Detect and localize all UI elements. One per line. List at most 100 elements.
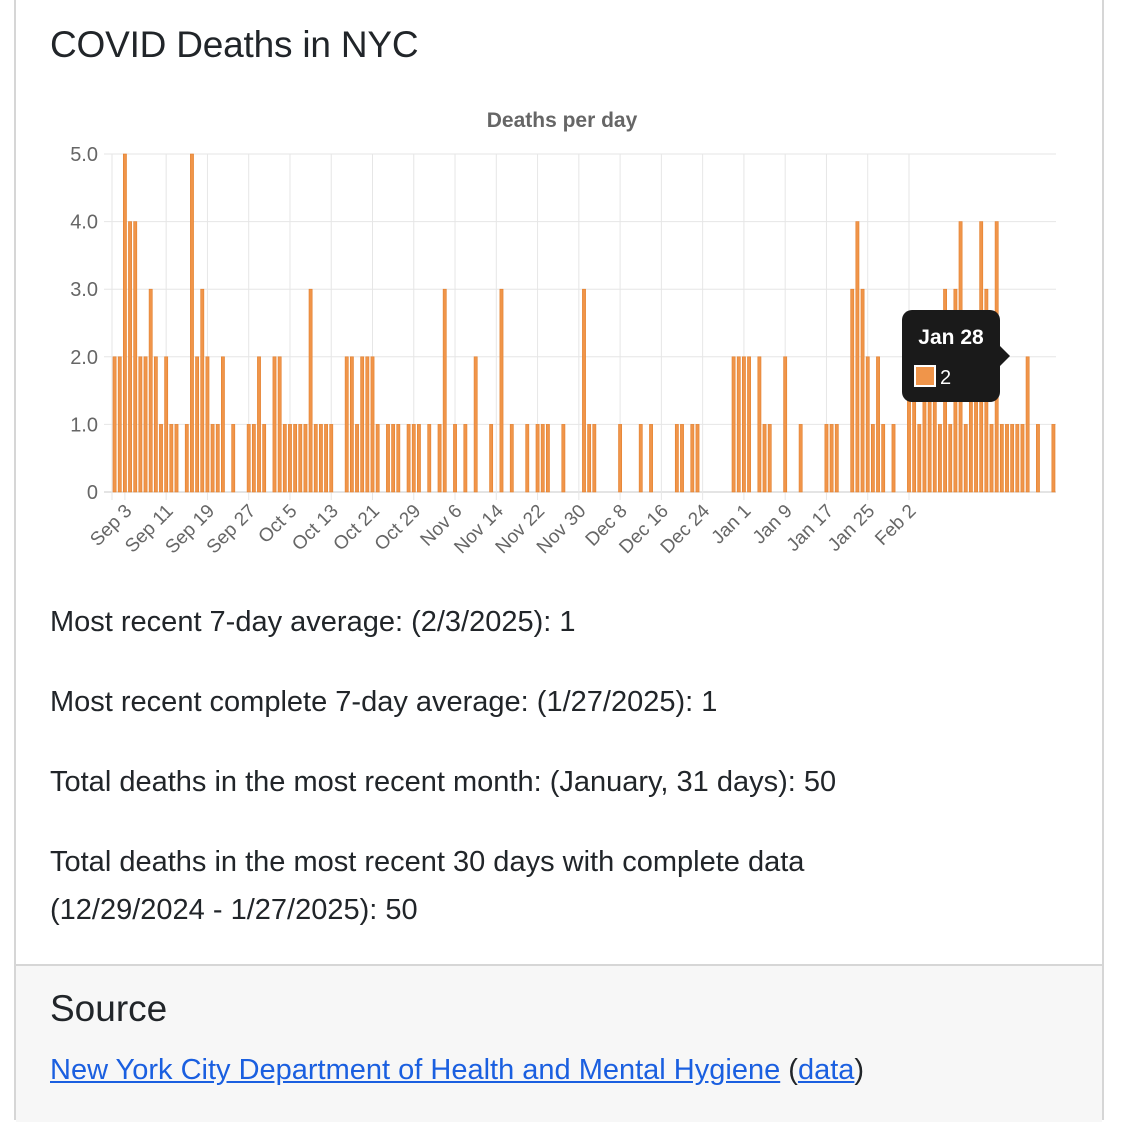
data-bar[interactable] xyxy=(406,424,411,493)
data-bar[interactable] xyxy=(386,424,390,493)
data-bar[interactable] xyxy=(731,356,736,493)
data-bar[interactable] xyxy=(391,424,396,493)
data-bar[interactable] xyxy=(834,424,839,493)
data-bar[interactable] xyxy=(499,288,504,493)
data-bar[interactable] xyxy=(587,424,592,493)
data-bar[interactable] xyxy=(360,356,365,493)
data-bar[interactable] xyxy=(525,424,530,493)
data-bar[interactable] xyxy=(798,424,803,493)
data-bar[interactable] xyxy=(221,356,225,493)
data-bar[interactable] xyxy=(1051,424,1056,493)
data-bar[interactable] xyxy=(592,424,597,493)
data-bar[interactable] xyxy=(319,424,323,493)
data-bar[interactable] xyxy=(344,356,349,493)
data-bar[interactable] xyxy=(262,424,267,493)
data-bar[interactable] xyxy=(674,424,679,493)
data-bar[interactable] xyxy=(122,153,127,493)
data-bar[interactable] xyxy=(308,288,313,493)
data-bar[interactable] xyxy=(1015,424,1020,493)
data-link[interactable]: data xyxy=(797,1054,855,1086)
data-bar[interactable] xyxy=(251,424,256,493)
data-bar[interactable] xyxy=(288,424,292,493)
data-bar[interactable] xyxy=(891,424,896,493)
data-bar[interactable] xyxy=(453,424,457,493)
data-bar[interactable] xyxy=(298,424,303,493)
data-bar[interactable] xyxy=(349,356,354,493)
data-bar[interactable] xyxy=(963,424,968,493)
data-bar[interactable] xyxy=(783,356,788,493)
data-bar[interactable] xyxy=(375,424,380,493)
data-bar[interactable] xyxy=(282,424,287,493)
data-bar[interactable] xyxy=(184,424,189,493)
nyc-health-link[interactable]: New York City Department of Health and M… xyxy=(50,1054,781,1086)
data-bar[interactable] xyxy=(649,424,653,493)
data-bar[interactable] xyxy=(200,288,205,493)
data-bar[interactable] xyxy=(1010,424,1015,493)
data-bar[interactable] xyxy=(437,424,442,493)
data-bar[interactable] xyxy=(638,424,643,493)
data-bar[interactable] xyxy=(174,424,179,493)
data-bar[interactable] xyxy=(148,288,153,493)
data-bar[interactable] xyxy=(535,424,540,493)
data-bar[interactable] xyxy=(767,424,772,493)
data-bar[interactable] xyxy=(509,424,514,493)
data-bar[interactable] xyxy=(427,424,432,493)
data-bar[interactable] xyxy=(411,424,416,493)
data-bar[interactable] xyxy=(473,356,478,493)
data-bar[interactable] xyxy=(690,424,695,493)
data-bar[interactable] xyxy=(680,424,684,493)
data-bar[interactable] xyxy=(881,424,886,493)
data-bar[interactable] xyxy=(355,424,359,493)
data-bar[interactable] xyxy=(396,424,401,493)
data-bar[interactable] xyxy=(195,356,200,493)
data-bar[interactable] xyxy=(747,356,751,493)
data-bar[interactable] xyxy=(277,356,282,493)
data-bar[interactable] xyxy=(159,424,163,493)
data-bar[interactable] xyxy=(205,356,210,493)
data-bar[interactable] xyxy=(989,424,994,493)
data-bar[interactable] xyxy=(545,424,550,493)
data-bar[interactable] xyxy=(870,424,875,493)
data-bar[interactable] xyxy=(117,356,122,493)
data-bar[interactable] xyxy=(324,424,328,493)
data-bar[interactable] xyxy=(757,356,762,493)
data-bar[interactable] xyxy=(365,356,370,493)
deaths-bar-chart[interactable]: Deaths per day 0 1.0 2.0 3.0 4.0 5.0 Sep 3Sep… xyxy=(16,90,1102,600)
data-bar[interactable] xyxy=(582,288,586,493)
data-bar[interactable] xyxy=(917,424,922,493)
data-bar[interactable] xyxy=(133,221,138,493)
data-bar[interactable] xyxy=(313,424,318,493)
data-bar[interactable] xyxy=(417,424,421,493)
data-bar[interactable] xyxy=(618,424,623,493)
data-bar[interactable] xyxy=(272,356,277,493)
data-bar[interactable] xyxy=(329,424,334,493)
data-bar[interactable] xyxy=(293,424,298,493)
data-bar[interactable] xyxy=(850,288,855,493)
data-bar[interactable] xyxy=(442,288,447,493)
data-bar[interactable] xyxy=(112,356,117,493)
data-bar[interactable] xyxy=(190,153,194,493)
data-bar[interactable] xyxy=(215,424,220,493)
data-bar[interactable] xyxy=(303,424,308,493)
data-bar[interactable] xyxy=(829,424,834,493)
data-bar[interactable] xyxy=(153,356,158,493)
data-bar[interactable] xyxy=(463,424,468,493)
data-bar[interactable] xyxy=(860,288,865,493)
data-bar[interactable] xyxy=(824,424,829,493)
data-bar[interactable] xyxy=(231,424,236,493)
data-bar[interactable] xyxy=(1020,424,1025,493)
data-bar[interactable] xyxy=(561,424,566,493)
data-bar[interactable] xyxy=(742,356,746,493)
data-bar[interactable] xyxy=(948,424,953,493)
data-bar[interactable] xyxy=(855,221,860,493)
data-bar[interactable] xyxy=(540,424,545,493)
data-bar[interactable] xyxy=(246,424,251,493)
data-bar[interactable] xyxy=(169,424,174,493)
data-bar[interactable] xyxy=(489,424,494,493)
data-bar[interactable] xyxy=(128,221,132,493)
data-bar[interactable] xyxy=(938,424,942,493)
data-bar[interactable] xyxy=(762,424,767,493)
data-bar[interactable] xyxy=(138,356,143,493)
chart-bars[interactable] xyxy=(112,153,1056,493)
data-bar[interactable] xyxy=(1005,424,1009,493)
